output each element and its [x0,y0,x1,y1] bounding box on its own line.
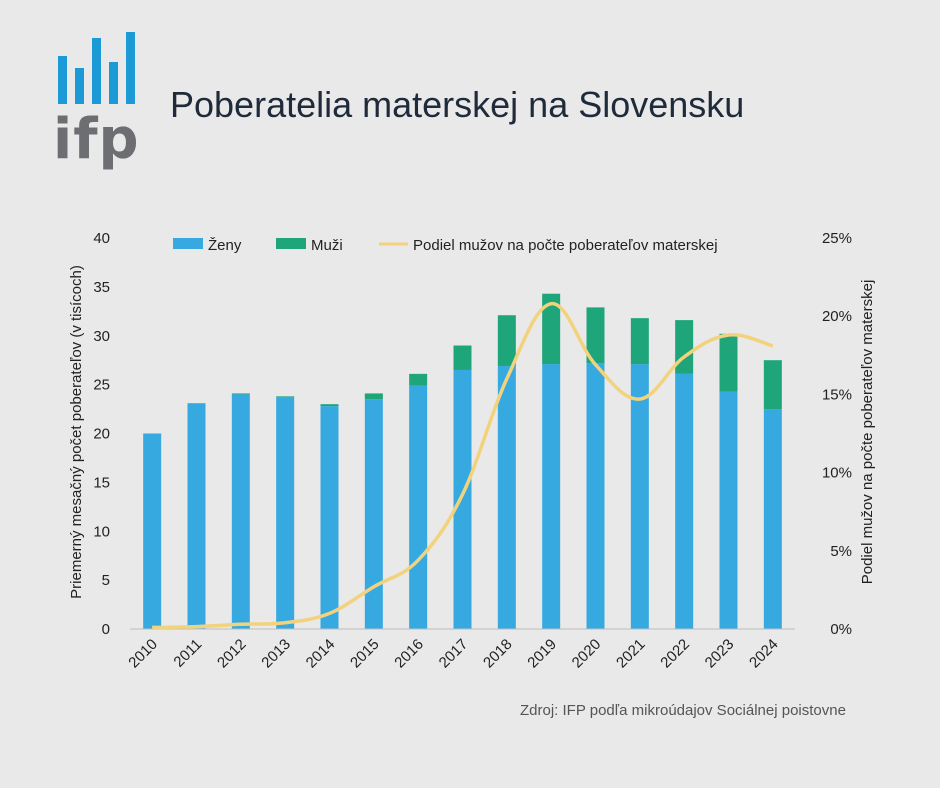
y-right-tick-label: 0% [830,621,852,638]
source-note: Zdroj: IFP podľa mikroúdajov Sociálnej p… [520,702,846,719]
x-axis: 2010 2011 2012 2013 2014 2015 2016 2017 2018 2019… [125,636,781,672]
logo-bar [92,38,101,104]
bar-men-2013 [276,396,295,398]
y-left-tick-label: 40 [93,230,110,247]
y-axis-right-title: Podiel mužov na počte poberateľov maters… [859,280,876,585]
logo-text: ifp [53,107,140,172]
share-line-group [152,301,774,630]
y-axis-left-title: Priemerný mesačný počet poberateľov (v t… [68,265,85,599]
y-left-tick-label: 20 [93,426,110,443]
y-left-tick-label: 15 [93,474,110,491]
bar-men-2024 [763,360,782,410]
bar-women-2020 [586,363,605,629]
x-tick-label: 2017 [436,636,472,672]
legend-label-women: Ženy [208,237,242,254]
bar-men-2014 [320,404,339,407]
logo-bar [75,68,84,104]
x-tick-label: 2019 [524,636,560,672]
legend: Ženy Muži Podiel mužov na počte poberate… [173,237,718,254]
y-left-tick-label: 10 [93,523,110,540]
bar-women-2018 [497,366,516,629]
y-right-tick-label: 10% [822,465,852,482]
bar-men-2017 [453,345,472,370]
bar-men-2018 [497,315,516,367]
x-tick-label: 2010 [125,636,161,672]
legend-swatch-men [276,238,306,249]
y-left-tick-label: 0 [102,621,110,638]
bar-men-2015 [364,393,383,400]
bars-group [130,293,795,630]
logo-bar [58,56,67,104]
bar-women-2011 [187,403,206,629]
y-axis-right: 0% 5% 10% 15% 20% 25% [822,230,852,638]
y-left-tick-label: 30 [93,328,110,345]
bar-women-2019 [542,364,561,629]
y-right-tick-label: 15% [822,386,852,403]
y-right-tick-label: 20% [822,308,852,325]
bar-women-2022 [675,373,694,629]
x-tick-label: 2022 [657,636,693,672]
bar-men-2016 [409,373,428,386]
y-right-tick-label: 5% [830,543,852,560]
page-title: Poberatelia materskej na Slovensku [170,84,745,125]
bar-women-2021 [630,364,649,629]
share-line [152,301,774,630]
logo-bar [126,32,135,104]
x-tick-label: 2020 [569,636,605,672]
y-axis-left: 0 5 10 15 20 25 30 35 40 [93,230,110,638]
x-tick-label: 2018 [480,636,516,672]
bar-women-2014 [320,406,339,629]
bar-men-2021 [630,318,649,365]
y-right-tick-label: 25% [822,230,852,247]
bar-women-2023 [719,391,738,629]
x-tick-label: 2015 [347,636,383,672]
bar-women-2024 [763,409,782,629]
bar-women-2015 [364,399,383,629]
legend-swatch-women [173,238,203,249]
bar-men-2023 [719,333,738,392]
x-tick-label: 2021 [613,636,649,672]
logo-bar [109,62,118,104]
bar-women-2017 [453,369,472,629]
x-tick-label: 2011 [170,636,205,671]
legend-label-men: Muži [311,237,343,254]
bar-women-2012 [231,394,250,629]
bar-women-2016 [409,385,428,629]
x-tick-label: 2023 [702,636,738,672]
x-tick-label: 2024 [746,636,782,672]
x-tick-label: 2016 [391,636,427,672]
bar-women-2013 [276,397,295,629]
x-tick-label: 2012 [214,636,250,672]
bar-men-2020 [586,307,605,364]
x-tick-label: 2014 [303,636,339,672]
ifp-logo [58,32,135,104]
y-left-tick-label: 5 [102,572,110,589]
x-tick-label: 2013 [258,636,294,672]
bar-men-2022 [675,320,694,374]
y-left-tick-label: 35 [93,279,110,296]
bar-men-2012 [231,393,250,395]
bar-men-2019 [542,293,561,365]
bar-women-2010 [143,433,162,629]
legend-label-share: Podiel mužov na počte poberateľov maters… [413,237,718,254]
y-left-tick-label: 25 [93,377,110,394]
